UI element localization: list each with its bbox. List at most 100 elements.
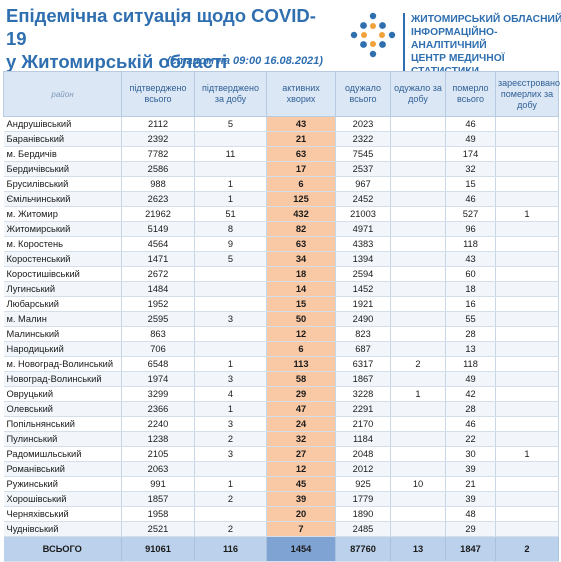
cell-recovered: 21003: [335, 206, 391, 222]
cell-active: 82: [266, 221, 336, 237]
cell-died-day: [495, 371, 559, 387]
total-row: ВСЬОГО 91061 116 1454 87760 13 1847 2: [3, 536, 559, 562]
cell-confirmed-day: [194, 326, 267, 342]
table-row: Радомишльський 2105 3 27 2048 30 1: [3, 446, 559, 462]
cell-confirmed-day: 9: [194, 236, 267, 252]
cell-confirmed: 1974: [121, 371, 195, 387]
cell-rayon: Малинський: [3, 326, 122, 342]
cell-active: 14: [266, 281, 336, 297]
cell-rayon: Радомишльський: [3, 446, 122, 462]
cell-recovered-day: [390, 176, 446, 192]
cell-died-day: [495, 401, 559, 417]
cell-confirmed-day: 11: [194, 146, 267, 162]
cell-died-day: [495, 431, 559, 447]
cell-recovered-day: [390, 251, 446, 267]
cell-active: 6: [266, 176, 336, 192]
cell-active: 27: [266, 446, 336, 462]
title-line-1: Епідемічна ситуація щодо COVID-19: [6, 5, 316, 49]
cell-rayon: Коростенський: [3, 251, 122, 267]
cell-died-day: [495, 506, 559, 522]
cell-confirmed: 2586: [121, 161, 195, 177]
cell-recovered-day: [390, 341, 446, 357]
cell-recovered-day: [390, 401, 446, 417]
cell-active: 63: [266, 236, 336, 252]
cell-died-day: [495, 476, 559, 492]
cell-recovered: 3228: [335, 386, 391, 402]
cell-confirmed-day: 5: [194, 251, 267, 267]
cell-confirmed-day: 51: [194, 206, 267, 222]
cell-active: 34: [266, 251, 336, 267]
cell-died-day: [495, 221, 559, 237]
total-recovered: 87760: [335, 536, 391, 562]
table-row: Бердичівський 2586 17 2537 32: [3, 161, 559, 177]
cell-recovered: 2537: [335, 161, 391, 177]
cell-died: 49: [445, 371, 496, 387]
table-row: м. Новоград-Волинський 6548 1 113 6317 2 118: [3, 356, 559, 372]
table-row: Черняхівський 1958 20 1890 48: [3, 506, 559, 522]
cell-died-day: [495, 161, 559, 177]
total-died-day: 2: [495, 536, 559, 562]
cell-active: 432: [266, 206, 336, 222]
cell-died: 28: [445, 401, 496, 417]
cell-died: 46: [445, 116, 496, 132]
cell-died-day: [495, 461, 559, 477]
cell-recovered: 1394: [335, 251, 391, 267]
cell-died: 60: [445, 266, 496, 282]
cell-died: 22: [445, 431, 496, 447]
cell-confirmed-day: [194, 506, 267, 522]
cell-rayon: Ружинський: [3, 476, 122, 492]
cell-died-day: [495, 296, 559, 312]
cell-recovered-day: [390, 221, 446, 237]
cell-died: 48: [445, 506, 496, 522]
cell-died: 118: [445, 236, 496, 252]
cell-recovered-day: [390, 506, 446, 522]
cell-recovered: 2048: [335, 446, 391, 462]
cell-confirmed: 2240: [121, 416, 195, 432]
org-line-2: ІНФОРМАЦІЙНО-АНАЛІТИЧНИЙ: [411, 27, 498, 51]
cell-active: 47: [266, 401, 336, 417]
cell-confirmed: 6548: [121, 356, 195, 372]
table-row: Коростишівський 2672 18 2594 60: [3, 266, 559, 282]
cell-confirmed: 7782: [121, 146, 195, 162]
cell-active: 50: [266, 311, 336, 327]
cell-active: 12: [266, 326, 336, 342]
cell-recovered: 823: [335, 326, 391, 342]
cell-confirmed: 1958: [121, 506, 195, 522]
cell-died: 42: [445, 386, 496, 402]
cell-recovered-day: [390, 236, 446, 252]
cell-confirmed-day: 1: [194, 191, 267, 207]
cell-rayon: Пулинський: [3, 431, 122, 447]
cell-died: 43: [445, 251, 496, 267]
header-died-registered: зареєстровано померлих за добу: [495, 71, 560, 117]
cell-rayon: Андрушівський: [3, 116, 122, 132]
total-recovered-day: 13: [390, 536, 446, 562]
cell-died-day: [495, 311, 559, 327]
cell-recovered-day: 2: [390, 356, 446, 372]
cell-rayon: Чуднівський: [3, 521, 122, 537]
cell-rayon: Романівський: [3, 461, 122, 477]
cell-active: 12: [266, 461, 336, 477]
page-title: Епідемічна ситуація щодо COVID-19 у Жито…: [6, 4, 336, 73]
total-label: ВСЬОГО: [3, 536, 122, 562]
table-row: Ємільчинський 2623 1 125 2452 46: [3, 191, 559, 207]
cell-rayon: Лугинський: [3, 281, 122, 297]
cell-rayon: Коростишівський: [3, 266, 122, 282]
table-row: Баранівський 2392 21 2322 49: [3, 131, 559, 147]
cell-died: 96: [445, 221, 496, 237]
cell-confirmed: 1857: [121, 491, 195, 507]
cell-died: 21: [445, 476, 496, 492]
cell-active: 15: [266, 296, 336, 312]
cell-confirmed: 1471: [121, 251, 195, 267]
cell-rayon: м. Малин: [3, 311, 122, 327]
cell-rayon: м. Житомир: [3, 206, 122, 222]
cell-confirmed-day: 2: [194, 431, 267, 447]
cell-confirmed: 988: [121, 176, 195, 192]
cell-active: 113: [266, 356, 336, 372]
cell-recovered: 1184: [335, 431, 391, 447]
organization-name: ЖИТОМИРСЬКИЙ ОБЛАСНИЙ ІНФОРМАЦІЙНО-АНАЛІ…: [403, 13, 561, 78]
cell-confirmed: 1484: [121, 281, 195, 297]
cell-recovered-day: [390, 146, 446, 162]
cell-rayon: Народицький: [3, 341, 122, 357]
cell-died: 30: [445, 446, 496, 462]
cell-died: 118: [445, 356, 496, 372]
